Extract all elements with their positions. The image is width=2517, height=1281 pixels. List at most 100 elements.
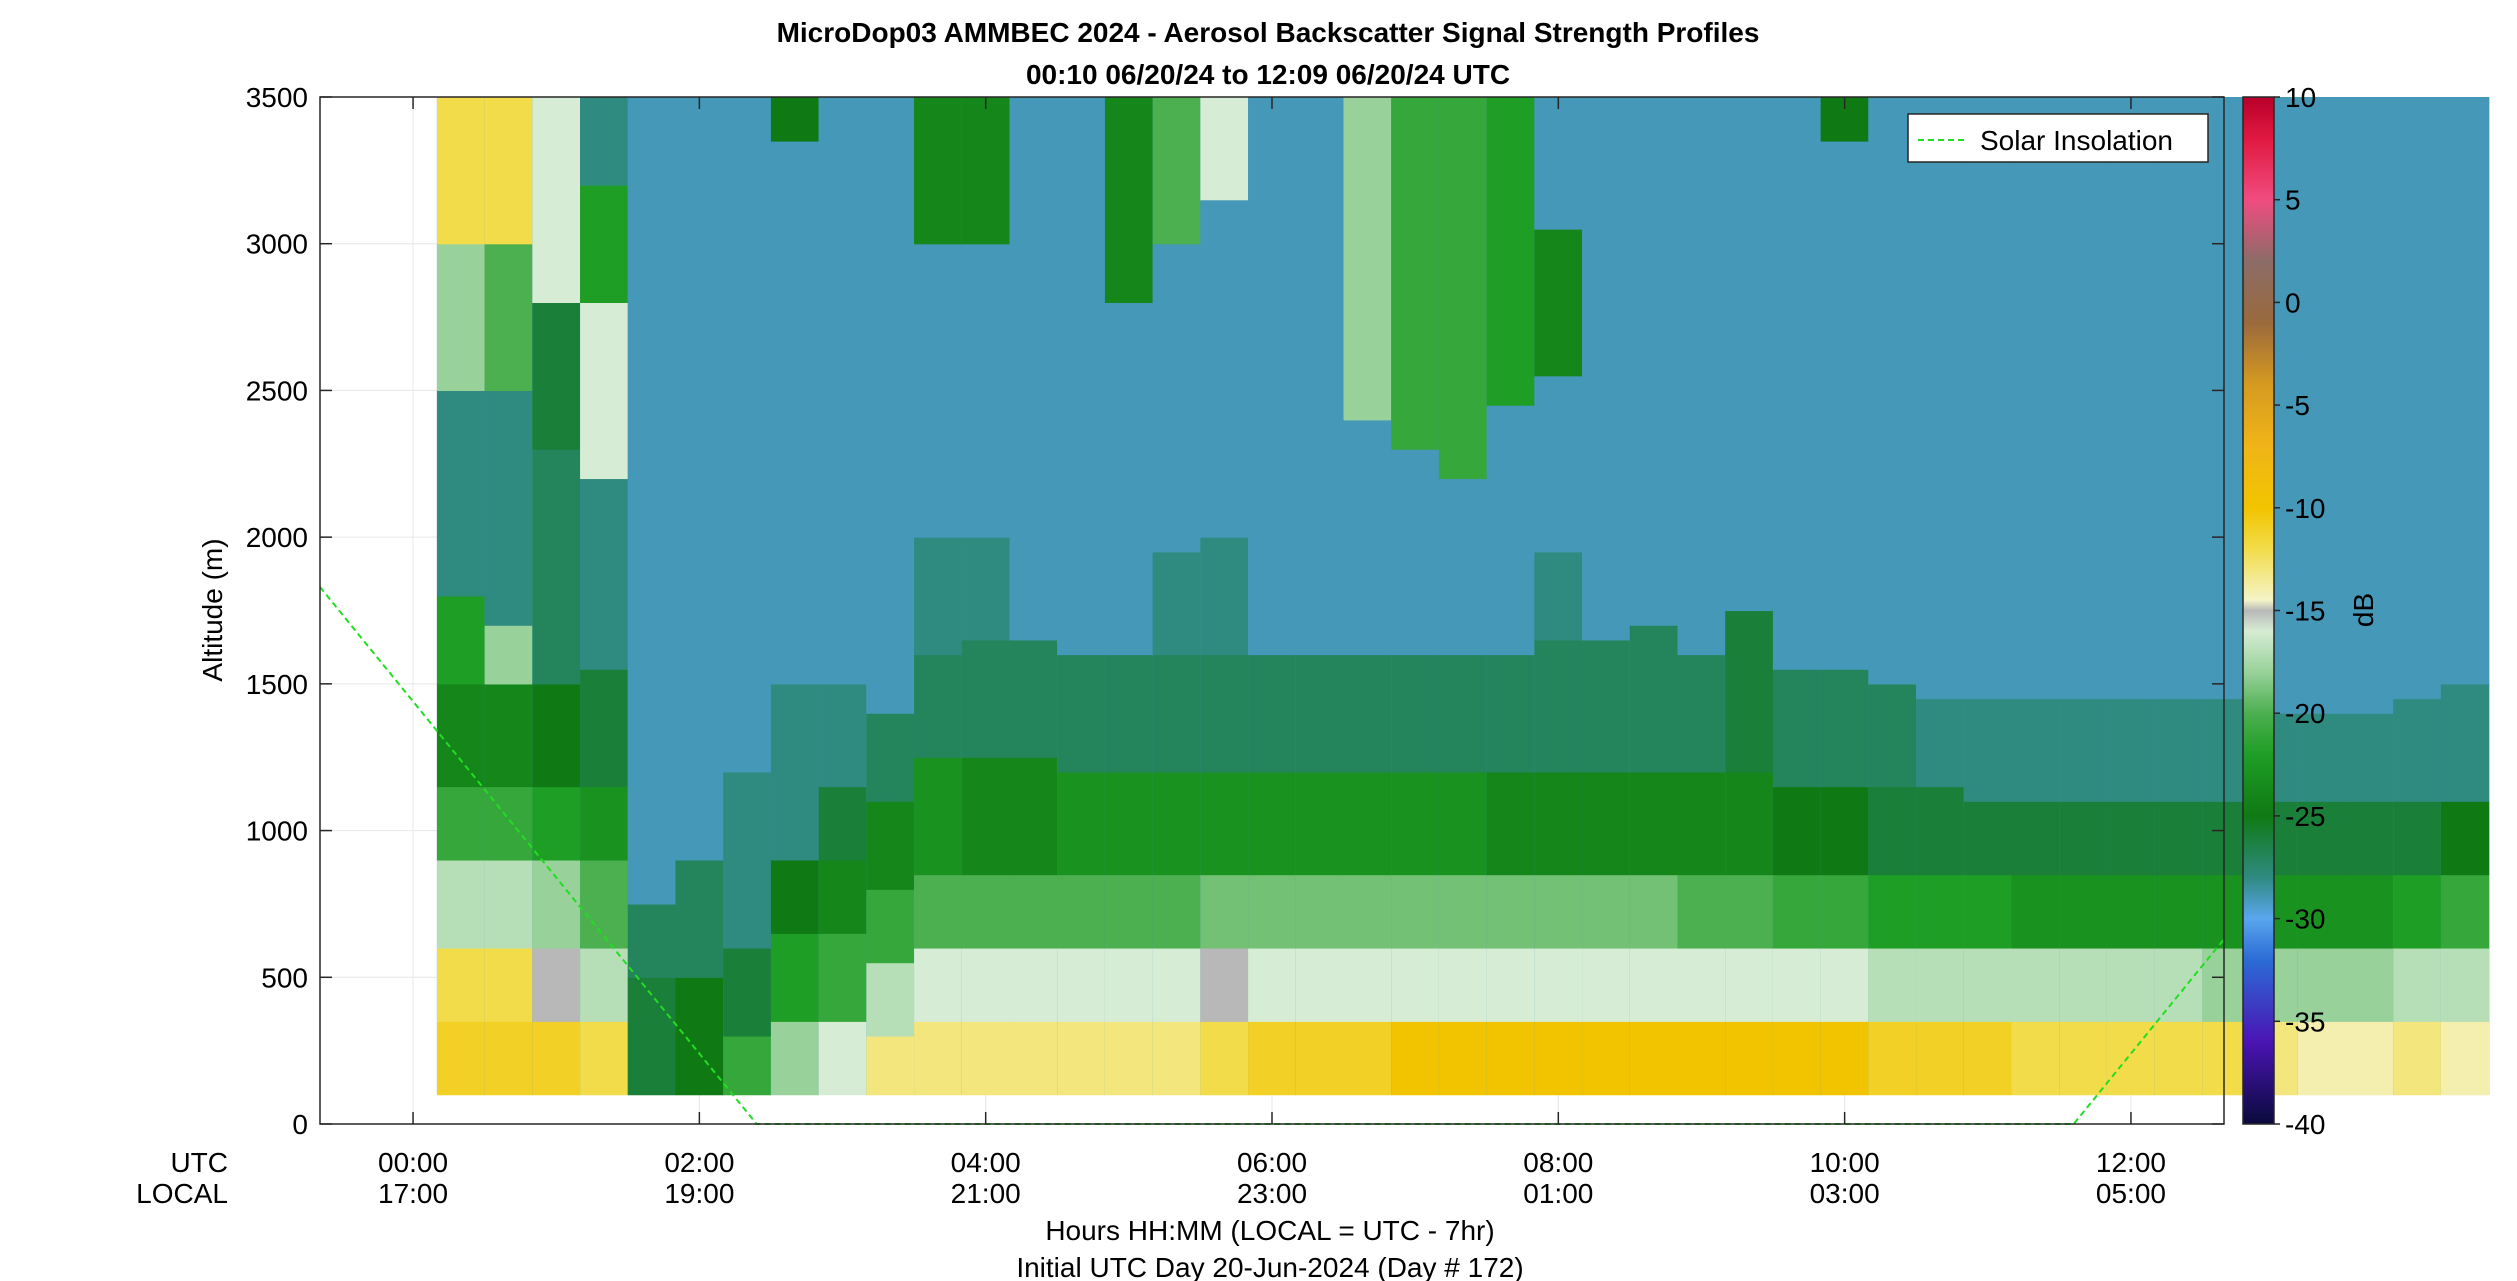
- heatmap-cell: [866, 1035, 915, 1096]
- heatmap-cell: [532, 683, 581, 788]
- heatmap-cell: [2297, 947, 2347, 1022]
- heatmap-cell: [1152, 551, 1201, 656]
- heatmap-cell: [2154, 874, 2203, 949]
- utc-row-label: UTC: [170, 1147, 228, 1178]
- heatmap-cell: [914, 97, 963, 245]
- x-tick-label-local: 21:00: [951, 1178, 1021, 1209]
- heatmap-cell: [2440, 1021, 2490, 1096]
- heatmap-cell: [1343, 1021, 1392, 1096]
- heatmap-cell: [1582, 1021, 1631, 1096]
- x-tick-label-utc: 04:00: [951, 1147, 1021, 1178]
- heatmap-cell: [1152, 243, 1201, 553]
- heatmap-cell: [675, 859, 724, 978]
- x-tick-label-local: 03:00: [1810, 1178, 1880, 1209]
- heatmap-cell: [961, 97, 1011, 245]
- heatmap-cell: [580, 302, 629, 480]
- heatmap-cell: [675, 97, 724, 861]
- x-tick-label-utc: 06:00: [1237, 1147, 1307, 1178]
- colorbar-label: dB: [2348, 593, 2379, 627]
- heatmap-cell: [1725, 610, 1774, 773]
- heatmap-cell: [1629, 97, 1679, 626]
- heatmap-cell: [2345, 874, 2394, 949]
- heatmap-cell: [1438, 771, 1488, 876]
- heatmap-cell: [1582, 639, 1631, 773]
- heatmap-cell: [484, 243, 533, 392]
- heatmap-cell: [580, 859, 629, 949]
- y-tick-label: 2000: [246, 522, 308, 553]
- heatmap-cell: [818, 933, 867, 1022]
- heatmap-cell: [436, 947, 486, 1022]
- heatmap-cell: [2011, 947, 2060, 1022]
- heatmap-cell: [627, 977, 677, 1096]
- heatmap-cell: [914, 1021, 963, 1096]
- heatmap-cell: [723, 1035, 772, 1096]
- y-axis-label: Altitude (m): [197, 538, 228, 681]
- heatmap-cell: [2059, 947, 2108, 1022]
- heatmap-cell: [1248, 1021, 1297, 1096]
- chart-title-line-2: 00:10 06/20/24 to 12:09 06/20/24 UTC: [1026, 59, 1510, 90]
- x-tick-label-local: 19:00: [664, 1178, 734, 1209]
- heatmap-cell: [1057, 1021, 1106, 1096]
- heatmap: [436, 97, 2490, 1096]
- heatmap-cell: [1677, 947, 1726, 1022]
- heatmap-cell: [723, 97, 772, 773]
- colorbar-gradient: [2243, 97, 2274, 1124]
- heatmap-cell: [723, 947, 772, 1037]
- heatmap-cell: [1152, 654, 1201, 773]
- heatmap-cell: [484, 97, 533, 245]
- legend-label: Solar Insolation: [1980, 125, 2173, 156]
- heatmap-cell: [866, 97, 915, 714]
- heatmap-cell: [770, 97, 820, 142]
- heatmap-cell: [1057, 874, 1106, 949]
- heatmap-cell: [866, 713, 915, 802]
- heatmap-cell: [2345, 1021, 2394, 1096]
- heatmap-cell: [2345, 713, 2394, 802]
- heatmap-cell: [1963, 801, 2013, 876]
- heatmap-cell: [1152, 1021, 1201, 1096]
- heatmap-cell: [1486, 947, 1535, 1022]
- heatmap-cell: [2440, 97, 2490, 685]
- heatmap-cell: [2393, 698, 2442, 802]
- heatmap-cell: [1009, 1021, 1058, 1096]
- heatmap-cell: [2154, 801, 2203, 876]
- heatmap-cell: [1725, 874, 1774, 949]
- heatmap-cell: [770, 933, 820, 1022]
- heatmap-cell: [1200, 874, 1249, 949]
- heatmap-cell: [2106, 698, 2156, 802]
- heatmap-cell: [2011, 698, 2060, 802]
- heatmap-cell: [1009, 874, 1058, 949]
- heatmap-cell: [1295, 654, 1345, 773]
- heatmap-cell: [1486, 97, 1535, 406]
- heatmap-cell: [1534, 229, 1583, 377]
- heatmap-cell: [436, 390, 486, 597]
- heatmap-cell: [1486, 874, 1535, 949]
- x-tick-label-local: 05:00: [2096, 1178, 2166, 1209]
- heatmap-cell: [1582, 97, 1631, 641]
- x-tick-label-local: 17:00: [378, 1178, 448, 1209]
- heatmap-cell: [1963, 1021, 2013, 1096]
- heatmap-cell: [1534, 639, 1583, 773]
- heatmap-cell: [436, 595, 486, 685]
- heatmap-cell: [1104, 771, 1154, 876]
- heatmap-cell: [1104, 874, 1154, 949]
- heatmap-cell: [1009, 639, 1058, 758]
- heatmap-cell: [2059, 1021, 2108, 1096]
- heatmap-cell: [2440, 874, 2490, 949]
- heatmap-cell: [2393, 97, 2442, 700]
- heatmap-cell: [961, 1021, 1011, 1096]
- heatmap-cell: [580, 947, 629, 1022]
- heatmap-cell: [1820, 669, 1869, 788]
- heatmap-cell: [1868, 97, 1917, 685]
- heatmap-cell: [1486, 405, 1535, 656]
- heatmap-cell: [914, 243, 963, 538]
- heatmap-cell: [1248, 654, 1297, 773]
- heatmap-cell: [2345, 801, 2394, 876]
- colorbar-tick-label: -10: [2285, 493, 2325, 524]
- heatmap-cell: [484, 390, 533, 626]
- heatmap-cell: [1438, 1021, 1488, 1096]
- colorbar-tick-label: -5: [2285, 390, 2310, 421]
- heatmap-cell: [1677, 1021, 1726, 1096]
- colorbar-ticks: 10 5 0 -5 -10 -15 -20 -25 -30 -35 -40: [2274, 82, 2325, 1140]
